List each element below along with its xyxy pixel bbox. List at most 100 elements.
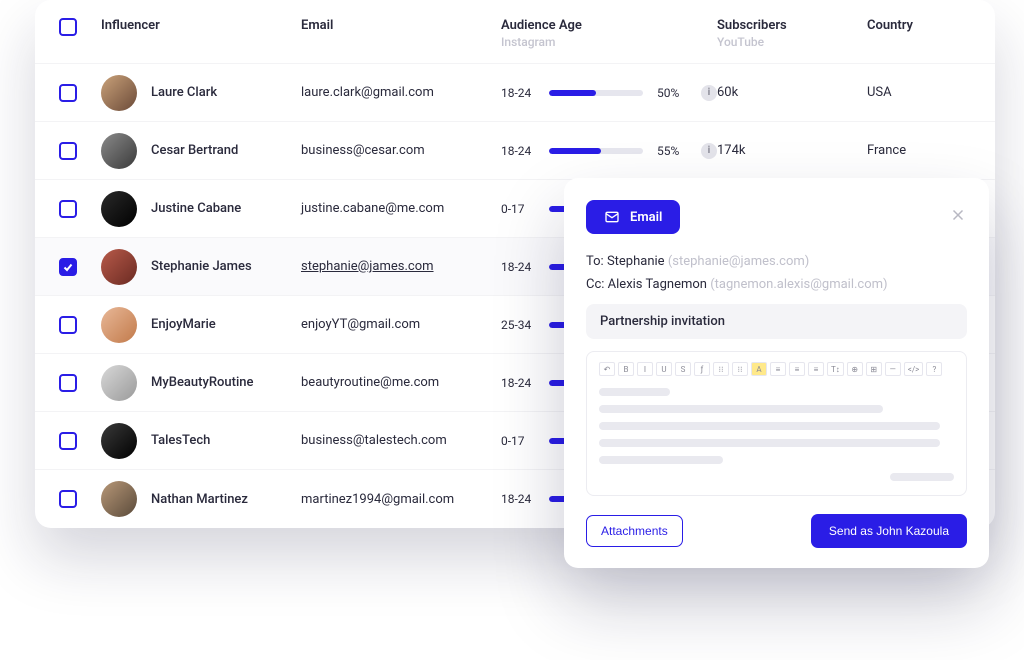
age-pct: 50%	[657, 86, 687, 100]
editor-placeholder-line	[599, 456, 723, 464]
subscribers-value: 174k	[717, 143, 746, 158]
header-country: Country	[867, 18, 913, 33]
age-bar	[549, 90, 643, 96]
email-compose-panel: Email To: Stephanie (stephanie@james.com…	[564, 178, 989, 568]
toolbar-button[interactable]: ≡	[789, 362, 805, 376]
cc-line: Cc: Alexis Tagnemon (tagnemon.alexis@gma…	[586, 277, 967, 292]
row-checkbox[interactable]	[59, 258, 77, 276]
to-email: (stephanie@james.com)	[668, 254, 810, 269]
influencer-email[interactable]: business@talestech.com	[301, 433, 447, 448]
info-icon[interactable]: i	[701, 143, 717, 159]
influencer-email[interactable]: martinez1994@gmail.com	[301, 492, 454, 507]
table-header: Influencer Email Audience Age Instagram …	[35, 0, 995, 64]
row-checkbox[interactable]	[59, 374, 77, 392]
avatar	[101, 191, 137, 227]
age-range: 25-34	[501, 318, 535, 332]
row-checkbox[interactable]	[59, 490, 77, 508]
toolbar-button[interactable]: ⊕	[847, 362, 863, 376]
avatar	[101, 133, 137, 169]
header-influencer: Influencer	[101, 18, 160, 33]
editor-placeholder-line	[599, 422, 940, 430]
influencer-name: TalesTech	[151, 433, 210, 448]
row-checkbox[interactable]	[59, 432, 77, 450]
age-range: 18-24	[501, 86, 535, 100]
toolbar-button[interactable]: ≡	[808, 362, 824, 376]
toolbar-button[interactable]: B	[618, 362, 634, 376]
header-subscribers: Subscribers	[717, 18, 787, 33]
influencer-email[interactable]: beautyroutine@me.com	[301, 375, 439, 390]
toolbar-button[interactable]: </>	[904, 362, 924, 376]
age-pct: 55%	[657, 144, 687, 158]
table-row[interactable]: Laure Clark laure.clark@gmail.com 18-24 …	[35, 64, 995, 122]
toolbar-button[interactable]: ↶	[599, 362, 615, 376]
influencer-name: MyBeautyRoutine	[151, 375, 253, 390]
row-checkbox[interactable]	[59, 84, 77, 102]
age-bar	[549, 148, 643, 154]
header-audience-age: Audience Age	[501, 18, 582, 33]
toolbar-button[interactable]: I	[637, 362, 653, 376]
to-label: To:	[586, 254, 604, 269]
to-line: To: Stephanie (stephanie@james.com)	[586, 254, 967, 269]
influencer-email[interactable]: stephanie@james.com	[301, 259, 434, 274]
toolbar-button[interactable]: ⊞	[866, 362, 882, 376]
editor-signature-placeholder	[890, 473, 954, 481]
influencer-name: Laure Clark	[151, 85, 217, 100]
info-icon[interactable]: i	[701, 85, 717, 101]
cc-label: Cc:	[586, 277, 604, 292]
envelope-icon	[604, 209, 620, 225]
row-checkbox[interactable]	[59, 142, 77, 160]
select-all-checkbox[interactable]	[59, 18, 77, 36]
header-email: Email	[301, 18, 333, 33]
email-pill[interactable]: Email	[586, 200, 680, 234]
country-value: USA	[867, 85, 892, 100]
influencer-email[interactable]: laure.clark@gmail.com	[301, 85, 434, 100]
editor-placeholder-line	[599, 439, 940, 447]
editor-placeholder-line	[599, 388, 670, 396]
age-range: 18-24	[501, 492, 535, 506]
influencer-email[interactable]: justine.cabane@me.com	[301, 201, 444, 216]
influencer-email[interactable]: business@cesar.com	[301, 143, 425, 158]
header-subscribers-sub: YouTube	[717, 35, 787, 49]
influencer-name: Nathan Martinez	[151, 492, 248, 507]
email-pill-label: Email	[630, 210, 662, 225]
avatar	[101, 423, 137, 459]
attachments-button[interactable]: Attachments	[586, 515, 683, 547]
avatar	[101, 307, 137, 343]
subscribers-value: 60k	[717, 85, 738, 100]
toolbar-button[interactable]: S	[675, 362, 691, 376]
editor-toolbar: ↶BIUSƒ⁝⁝⁝⁝A≡≡≡T↕⊕⊞—</>?	[599, 362, 954, 376]
toolbar-button[interactable]: A	[751, 362, 767, 376]
row-checkbox[interactable]	[59, 316, 77, 334]
editor-placeholder-line	[599, 405, 883, 413]
toolbar-button[interactable]: U	[656, 362, 672, 376]
influencer-name: Justine Cabane	[151, 201, 241, 216]
cc-email: (tagnemon.alexis@gmail.com)	[710, 277, 887, 292]
toolbar-button[interactable]: ⁝⁝	[732, 362, 748, 376]
age-range: 18-24	[501, 144, 535, 158]
age-range: 0-17	[501, 434, 535, 448]
toolbar-button[interactable]: ⁝⁝	[713, 362, 729, 376]
toolbar-button[interactable]: T↕	[827, 362, 844, 376]
avatar	[101, 75, 137, 111]
header-audience-age-sub: Instagram	[501, 35, 582, 49]
to-name: Stephanie	[607, 254, 665, 269]
close-icon[interactable]	[949, 206, 967, 228]
toolbar-button[interactable]: —	[885, 362, 901, 376]
age-range: 0-17	[501, 202, 535, 216]
editor[interactable]: ↶BIUSƒ⁝⁝⁝⁝A≡≡≡T↕⊕⊞—</>?	[586, 351, 967, 496]
toolbar-button[interactable]: ≡	[770, 362, 786, 376]
avatar	[101, 365, 137, 401]
toolbar-button[interactable]: ?	[926, 362, 942, 376]
subject-field[interactable]: Partnership invitation	[586, 304, 967, 339]
avatar	[101, 249, 137, 285]
send-button[interactable]: Send as John Kazoula	[811, 514, 967, 548]
table-row[interactable]: Cesar Bertrand business@cesar.com 18-24 …	[35, 122, 995, 180]
cc-name: Alexis Tagnemon	[608, 277, 707, 292]
country-value: France	[867, 143, 906, 158]
influencer-email[interactable]: enjoyYT@gmail.com	[301, 317, 420, 332]
influencer-name: EnjoyMarie	[151, 317, 216, 332]
age-range: 18-24	[501, 376, 535, 390]
row-checkbox[interactable]	[59, 200, 77, 218]
toolbar-button[interactable]: ƒ	[694, 362, 710, 376]
influencer-name: Cesar Bertrand	[151, 143, 238, 158]
